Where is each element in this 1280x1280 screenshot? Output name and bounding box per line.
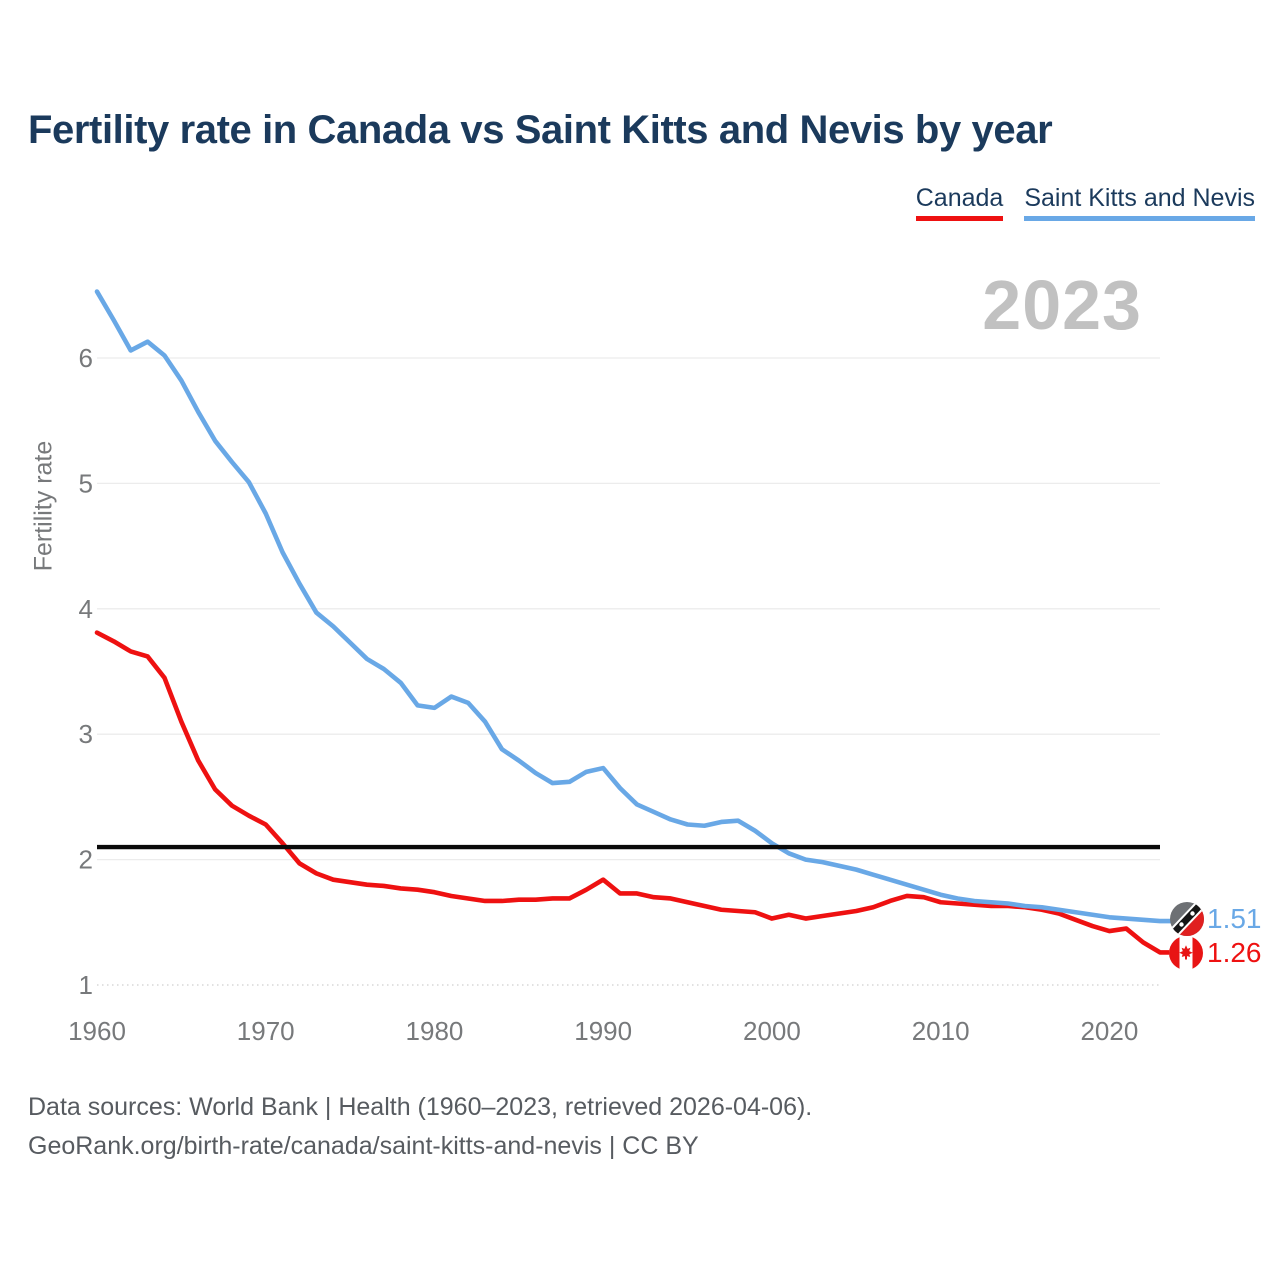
- canada-flag-icon: [1169, 936, 1203, 970]
- legend-item-saint-kitts-and-nevis[interactable]: Saint Kitts and Nevis: [1024, 184, 1255, 221]
- y-tick-label: 1: [79, 970, 93, 1000]
- watermark-year: 2023: [982, 266, 1142, 344]
- x-tick-label: 1960: [68, 1016, 126, 1046]
- saint-kitts-and-nevis-flag-icon: [1170, 902, 1204, 936]
- legend: Canada Saint Kitts and Nevis: [915, 184, 1255, 221]
- x-tick-label: 1990: [574, 1016, 632, 1046]
- footer: Data sources: World Bank | Health (1960–…: [28, 1088, 812, 1166]
- chart-plot-area: 1 2 3 4 5 6 1960 1970 1980 1990 2000 2010 2020: [68, 289, 1174, 1046]
- y-tick-label: 2: [79, 845, 93, 875]
- footer-data-sources: Data sources: World Bank | Health (1960–…: [28, 1093, 813, 1121]
- y-tick-label: 5: [79, 468, 93, 498]
- y-tick-label: 4: [79, 594, 93, 624]
- x-tick-label: 2000: [743, 1016, 801, 1046]
- maple-leaf-icon: [1179, 945, 1193, 960]
- x-tick-label: 1980: [406, 1016, 464, 1046]
- x-tick-label: 2010: [912, 1016, 970, 1046]
- canada-value-label: 1.26: [1207, 937, 1262, 968]
- x-tick-label: 1970: [237, 1016, 295, 1046]
- legend-item-canada[interactable]: Canada: [915, 184, 1004, 221]
- series-line-saint-kitts-and-nevis: [94, 289, 1174, 924]
- series-line-canada: [94, 630, 1174, 955]
- page-title: Fertility rate in Canada vs Saint Kitts …: [28, 108, 1053, 152]
- x-tick-label: 2020: [1080, 1016, 1138, 1046]
- y-tick-label: 6: [79, 343, 93, 373]
- skn-value-label: 1.51: [1207, 903, 1262, 934]
- footer-georank-link: GeoRank.org/birth-rate/canada/saint-kitt…: [28, 1132, 699, 1160]
- y-tick-label: 3: [79, 719, 93, 749]
